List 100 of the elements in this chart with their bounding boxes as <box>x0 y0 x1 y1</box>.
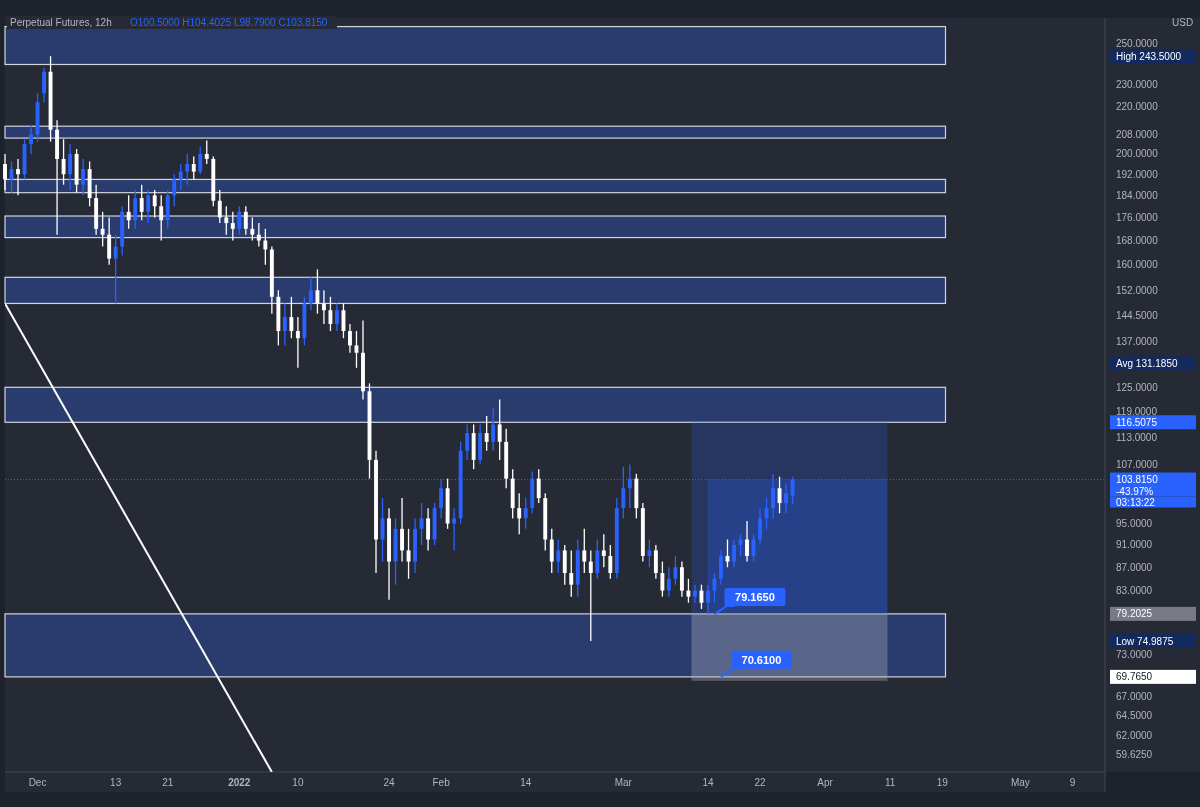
x-tick-label: 19 <box>936 777 949 788</box>
candlestick <box>68 143 73 191</box>
candlestick <box>152 189 157 219</box>
y-tick-label: 62.0000 <box>1116 729 1153 741</box>
y-tick-label: 184.0000 <box>1116 189 1159 201</box>
x-tick-label: 9 <box>1069 777 1076 788</box>
candlestick <box>465 423 470 461</box>
x-tick-label: 11 <box>885 777 896 788</box>
y-tick-label: 95.0000 <box>1116 518 1153 530</box>
candlestick <box>699 584 704 610</box>
candlestick <box>556 538 561 574</box>
candlestick <box>159 194 164 242</box>
y-tick-label: 192.0000 <box>1116 168 1159 180</box>
candlestick <box>172 173 177 207</box>
candlestick <box>217 189 222 224</box>
candlestick <box>491 406 496 452</box>
candlestick <box>328 296 333 332</box>
y-tick-label: 168.0000 <box>1116 235 1159 247</box>
x-tick-label: 13 <box>110 777 122 788</box>
candlestick <box>562 544 567 586</box>
candlestick <box>321 289 326 325</box>
candlestick <box>237 205 242 236</box>
x-tick-label: Dec <box>28 777 47 788</box>
candlestick <box>497 398 502 461</box>
chart-title: Perpetual Futures, 12h <box>10 17 112 28</box>
candlestick <box>582 528 587 574</box>
candlestick <box>243 205 248 236</box>
annotation: 79.1650 <box>735 591 775 604</box>
x-tick-label: 10 <box>292 777 304 788</box>
y-tick-label: 83.0000 <box>1116 585 1153 597</box>
candlestick <box>673 555 678 586</box>
y-tick-label: 107.0000 <box>1116 459 1159 471</box>
y-tick-label: 220.0000 <box>1116 101 1159 113</box>
candlestick <box>406 528 411 580</box>
y-tick-label: 176.0000 <box>1116 211 1159 223</box>
candlestick <box>335 302 339 332</box>
candlestick <box>719 549 723 586</box>
candlestick <box>777 476 782 514</box>
candlestick <box>113 234 118 305</box>
candlestick <box>16 158 20 197</box>
candlestick <box>621 466 626 520</box>
annotation: 70.6100 <box>741 653 782 666</box>
chart-subtitle: O100.5000 H104.4025 L98.7900 C103.8150 <box>130 17 328 28</box>
y-tick-label: 152.0000 <box>1116 284 1159 296</box>
x-tick-label: Mar <box>614 777 633 788</box>
y-tick-label: 73.0000 <box>1116 648 1153 660</box>
candlestick <box>263 228 268 266</box>
candlestick <box>139 184 144 221</box>
candlestick <box>146 189 151 224</box>
candlestick <box>426 507 431 552</box>
candlestick <box>595 538 600 580</box>
y-tick-label: 250.0000 <box>1116 37 1159 49</box>
x-tick-label: 24 <box>383 777 396 788</box>
candlestick <box>452 507 457 552</box>
candlestick <box>706 584 710 615</box>
y-tick-label: 144.5000 <box>1116 309 1159 321</box>
candlestick <box>732 538 736 568</box>
candlestick <box>250 216 255 242</box>
x-tick-label: Feb <box>432 777 451 788</box>
candlestick <box>666 566 671 598</box>
candlestick <box>289 296 294 339</box>
y-tick-label: Low 74.9875 <box>1116 635 1174 647</box>
candlestick <box>61 138 66 186</box>
text: -43.97% <box>1116 485 1154 497</box>
x-tick-label: 21 <box>162 777 174 788</box>
candlestick <box>81 158 86 197</box>
candlestick <box>758 507 762 546</box>
candlestick <box>348 323 352 354</box>
y-tick-label: 67.0000 <box>1116 691 1153 703</box>
candlestick <box>204 139 209 165</box>
candlestick <box>784 482 789 514</box>
candlestick <box>419 502 424 546</box>
candlestick <box>653 544 658 580</box>
candlestick <box>686 578 691 604</box>
candlestick <box>569 549 574 598</box>
candlestick <box>523 497 528 530</box>
candlestick <box>3 153 7 191</box>
candlestick <box>536 468 541 504</box>
ref-line-label: 103.8150 <box>1116 474 1159 486</box>
y-tick-label: 69.7650 <box>1116 671 1153 683</box>
y-tick-label: 87.0000 <box>1116 561 1153 573</box>
candlestick <box>601 533 606 568</box>
candlestick <box>230 211 235 242</box>
candlestick <box>745 520 749 563</box>
y-tick-label: 116.5075 <box>1116 416 1158 428</box>
candlestick <box>107 216 112 266</box>
y-tick-label: 137.0000 <box>1116 336 1159 348</box>
candlestick <box>647 538 652 568</box>
candlestick <box>400 497 404 563</box>
candlestick <box>256 222 261 248</box>
y-tick-label: 230.0000 <box>1116 79 1159 91</box>
candlestick <box>126 194 131 230</box>
candlestick <box>178 163 183 191</box>
x-tick-label: 14 <box>520 777 532 788</box>
text: USD <box>1172 17 1194 28</box>
x-tick-label: 14 <box>702 777 714 788</box>
x-tick-label: May <box>1010 777 1030 788</box>
candlestick <box>549 528 554 574</box>
candlestick <box>660 560 665 598</box>
candlestick <box>517 492 522 535</box>
